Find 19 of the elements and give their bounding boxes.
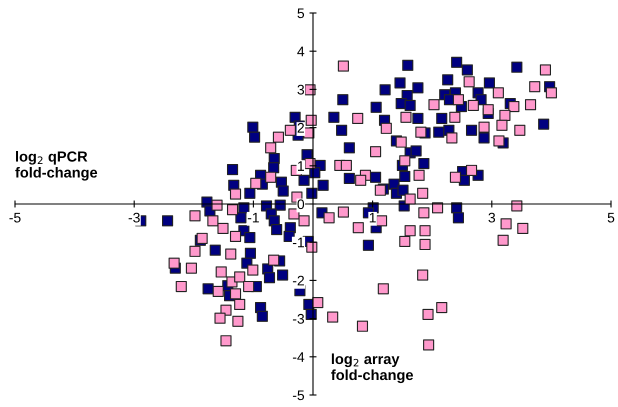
x-tick-label: 5: [608, 212, 614, 223]
x-tick-label: 1: [370, 212, 376, 222]
y-tick-label: 1: [298, 161, 304, 171]
x-tick-label: -5: [9, 212, 21, 223]
x-tick-label: -3: [128, 212, 140, 223]
y-tick-label: -1: [292, 238, 304, 248]
y-tick-label: -2: [292, 276, 304, 286]
y-tick-label: 3: [297, 84, 304, 95]
y-tick-label: 0: [297, 199, 304, 210]
y-tick-label: -3: [292, 314, 304, 324]
y-tick-label: -4: [292, 352, 304, 362]
x-tick-label: -1: [248, 212, 259, 222]
y-tick-label: 4: [297, 46, 304, 56]
x-axis-title: log$_{2}$ array fold-change: [331, 353, 414, 384]
y-tick-label: 5: [298, 8, 304, 18]
y-tick-label: 2: [298, 122, 304, 133]
x-tick-label: 3: [488, 212, 496, 223]
y-axis-title: log$_{2}$ qPCR fold-change: [15, 150, 98, 181]
y-tick-label: -5: [292, 390, 304, 400]
